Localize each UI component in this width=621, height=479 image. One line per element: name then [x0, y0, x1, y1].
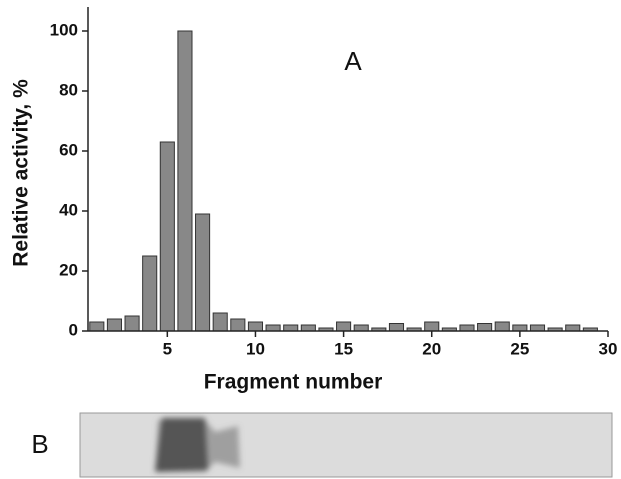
- bar: [196, 214, 210, 331]
- bar: [495, 322, 509, 331]
- panel-label: B: [31, 429, 48, 459]
- bar: [566, 325, 580, 331]
- bar: [530, 325, 544, 331]
- panel-label: A: [344, 46, 362, 76]
- bar: [213, 313, 227, 331]
- x-tick-label: 20: [422, 339, 441, 358]
- x-tick-label: 10: [246, 339, 265, 358]
- y-tick-label: 60: [59, 140, 78, 159]
- bar: [478, 324, 492, 332]
- figure: A B Fragment number Relative activity, %…: [0, 0, 621, 479]
- bar: [178, 31, 192, 331]
- bar: [90, 322, 104, 331]
- bar: [231, 319, 245, 331]
- bar: [125, 316, 139, 331]
- x-tick-label: 30: [599, 339, 618, 358]
- bar: [337, 322, 351, 331]
- bar: [284, 325, 298, 331]
- bar: [107, 319, 121, 331]
- bar: [513, 325, 527, 331]
- x-tick-label: 5: [163, 339, 172, 358]
- y-tick-label: 20: [59, 260, 78, 279]
- y-tick-label: 40: [59, 200, 78, 219]
- x-tick-label: 25: [510, 339, 529, 358]
- bar: [460, 325, 474, 331]
- bar: [266, 325, 280, 331]
- x-axis-title: Fragment number: [204, 371, 383, 394]
- bar: [354, 325, 368, 331]
- bar: [143, 256, 157, 331]
- y-tick-label: 80: [59, 80, 78, 99]
- bar: [160, 142, 174, 331]
- bar: [248, 322, 262, 331]
- y-tick-label: 100: [50, 20, 78, 39]
- y-tick-label: 0: [69, 320, 78, 339]
- bar: [425, 322, 439, 331]
- x-tick-label: 15: [334, 339, 353, 358]
- bar: [301, 325, 315, 331]
- y-axis-title: Relative activity, %: [10, 79, 33, 267]
- bar: [389, 324, 403, 332]
